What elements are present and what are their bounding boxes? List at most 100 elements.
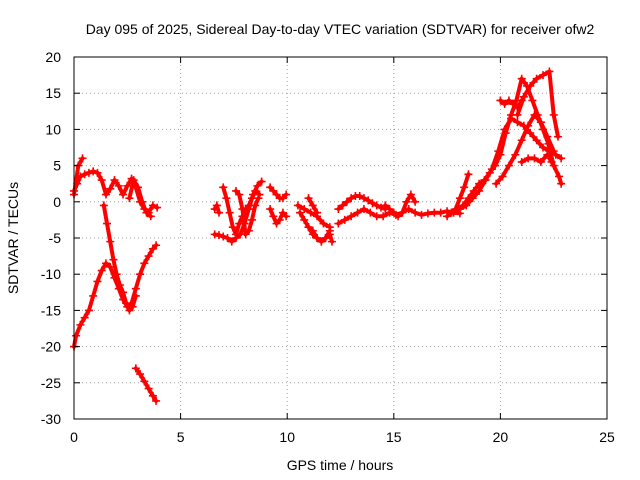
data-point (251, 201, 260, 210)
series-arc-r (334, 192, 390, 214)
series-arc-p (304, 194, 322, 217)
data-point (152, 396, 161, 405)
data-point (340, 215, 349, 224)
data-point (496, 96, 505, 105)
data-point (513, 118, 522, 127)
data-point (251, 186, 260, 195)
data-point (248, 215, 257, 224)
data-point (84, 168, 93, 177)
data-point (97, 176, 106, 185)
data-point (524, 121, 533, 130)
data-point (449, 208, 458, 217)
chart-title: Day 095 of 2025, Sidereal Day-to-day VTE… (86, 21, 595, 37)
y-tick-label: -5 (49, 230, 62, 246)
data-point (319, 219, 328, 228)
data-point (417, 210, 426, 219)
data-point (144, 384, 153, 393)
data-point (125, 194, 134, 203)
data-point (547, 157, 556, 166)
data-point (80, 313, 89, 322)
data-point (528, 96, 537, 105)
data-point (481, 176, 490, 185)
data-point (500, 100, 509, 109)
data-point (494, 147, 503, 156)
data-point (93, 168, 102, 177)
data-point (293, 201, 302, 210)
data-point (549, 147, 558, 156)
data-point (295, 208, 304, 217)
y-tick-label: -30 (41, 411, 61, 427)
data-point (517, 74, 526, 83)
data-point (73, 179, 82, 188)
grid (74, 57, 607, 419)
data-point (227, 237, 236, 246)
series-line (494, 112, 556, 186)
data-point (225, 208, 234, 217)
y-tick-label: -20 (41, 339, 61, 355)
data-point (72, 331, 81, 340)
series-line (515, 69, 560, 139)
data-point (394, 212, 403, 221)
data-point (101, 190, 110, 199)
data-point (517, 157, 526, 166)
data-point (321, 234, 330, 242)
data-point (462, 201, 471, 210)
data-point (131, 284, 140, 293)
data-point (389, 208, 398, 217)
data-point (214, 231, 223, 240)
data-point (325, 226, 334, 235)
series-arc-g (210, 201, 223, 217)
data-series (70, 67, 566, 405)
series-arc-m (293, 201, 334, 232)
data-point (228, 223, 237, 232)
data-point (235, 190, 244, 199)
data-point (509, 100, 518, 109)
data-point (308, 226, 317, 235)
y-tick-label: 10 (45, 121, 61, 137)
y-tick-label: 5 (53, 158, 61, 174)
y-tick-label: -15 (41, 302, 61, 318)
data-point (153, 203, 162, 212)
data-point (492, 179, 501, 188)
data-point (543, 132, 552, 141)
data-point (136, 270, 145, 279)
x-tick-label: 0 (70, 429, 78, 445)
data-point (475, 186, 484, 195)
x-tick-label: 25 (599, 429, 615, 445)
data-point (140, 259, 149, 268)
data-point (411, 197, 420, 206)
data-point (500, 125, 509, 134)
data-point (129, 176, 138, 185)
data-point (406, 190, 415, 199)
data-point (398, 208, 407, 217)
data-point (300, 215, 309, 224)
data-point (539, 71, 548, 80)
data-point (253, 181, 262, 190)
data-point (146, 212, 155, 221)
data-point (377, 203, 386, 212)
data-point (402, 197, 411, 206)
data-point (214, 208, 223, 217)
data-point (238, 205, 247, 214)
data-point (93, 277, 102, 286)
data-point (89, 167, 98, 176)
data-point (232, 230, 241, 239)
data-point (507, 114, 516, 123)
y-tick-label: 0 (53, 194, 61, 210)
data-point (219, 183, 228, 192)
data-point (138, 197, 147, 206)
data-point (519, 92, 528, 101)
data-point (353, 208, 362, 217)
data-point (526, 81, 535, 90)
data-point (114, 181, 123, 190)
data-point (119, 190, 128, 199)
series-arc-z (517, 150, 556, 166)
data-point (359, 205, 368, 214)
data-point (513, 110, 522, 119)
data-point (140, 377, 149, 386)
data-point (103, 219, 112, 228)
series-arc-k (266, 183, 291, 203)
data-point (99, 201, 108, 210)
data-point (123, 181, 132, 190)
